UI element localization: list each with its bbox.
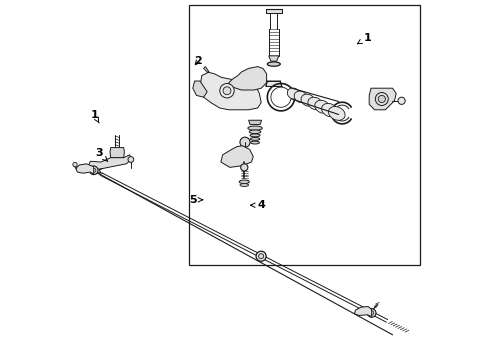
- Ellipse shape: [328, 107, 345, 120]
- Polygon shape: [221, 146, 253, 167]
- Ellipse shape: [239, 180, 249, 184]
- Ellipse shape: [308, 97, 322, 110]
- Circle shape: [241, 164, 248, 171]
- Circle shape: [398, 97, 405, 104]
- Circle shape: [369, 311, 374, 315]
- Polygon shape: [369, 88, 396, 110]
- Polygon shape: [269, 56, 279, 61]
- Ellipse shape: [250, 134, 260, 137]
- Circle shape: [89, 166, 98, 175]
- Ellipse shape: [315, 100, 330, 113]
- Ellipse shape: [251, 141, 259, 144]
- Polygon shape: [248, 120, 262, 125]
- Ellipse shape: [248, 126, 262, 130]
- Ellipse shape: [268, 62, 280, 66]
- Circle shape: [259, 254, 264, 259]
- Polygon shape: [88, 155, 132, 170]
- Polygon shape: [110, 148, 124, 158]
- Polygon shape: [354, 306, 372, 316]
- Circle shape: [368, 309, 376, 317]
- Circle shape: [73, 162, 77, 167]
- Circle shape: [220, 84, 234, 98]
- Text: 1: 1: [358, 33, 371, 44]
- Polygon shape: [193, 81, 207, 97]
- Polygon shape: [76, 164, 94, 174]
- Ellipse shape: [294, 91, 307, 103]
- Text: 1: 1: [91, 110, 99, 123]
- Polygon shape: [266, 81, 282, 86]
- Ellipse shape: [301, 94, 315, 106]
- Circle shape: [92, 168, 96, 172]
- Text: 4: 4: [251, 200, 265, 210]
- Polygon shape: [229, 67, 267, 90]
- Ellipse shape: [249, 130, 261, 134]
- Polygon shape: [266, 9, 282, 13]
- Text: 5: 5: [189, 195, 203, 205]
- Polygon shape: [200, 67, 261, 110]
- Ellipse shape: [287, 88, 300, 99]
- Text: 2: 2: [195, 56, 202, 66]
- Ellipse shape: [240, 184, 248, 186]
- Bar: [189, 5, 419, 265]
- Circle shape: [378, 95, 386, 103]
- Circle shape: [256, 251, 266, 261]
- Circle shape: [223, 87, 231, 95]
- Circle shape: [128, 157, 134, 162]
- Ellipse shape: [321, 103, 338, 117]
- Text: 3: 3: [96, 148, 108, 162]
- Ellipse shape: [250, 138, 260, 140]
- Circle shape: [240, 137, 250, 147]
